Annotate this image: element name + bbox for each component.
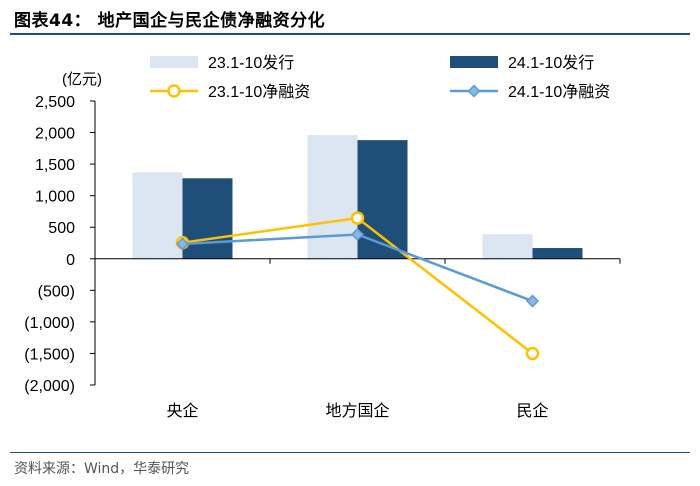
title-rule — [10, 33, 690, 35]
legend-marker-2 — [167, 84, 181, 98]
y-tick-label: 2,500 — [35, 94, 75, 111]
point-net-financing-2024-0 — [175, 237, 190, 251]
legend-marker-3 — [467, 84, 481, 98]
legend-swatch-0 — [150, 56, 198, 68]
y-tick-label: 1,000 — [35, 189, 75, 206]
legend-swatch-1 — [450, 56, 498, 68]
point-net-financing-2024-1 — [350, 227, 365, 242]
y-tick-label: 2,000 — [35, 126, 75, 143]
legend-label-2: 23.1-10净融资 — [208, 83, 310, 101]
x-category-label: 地方国企 — [325, 402, 389, 420]
legend-label-0: 23.1-10发行 — [208, 54, 294, 72]
y-tick-label: 500 — [48, 220, 75, 237]
bar-issuance-2023-2 — [482, 234, 533, 259]
legend-label-1: 24.1-10发行 — [508, 54, 594, 72]
figure-title: 图表44： 地产国企与民企债净融资分化 — [14, 11, 326, 31]
bar-issuance-2023-1 — [307, 135, 358, 259]
point-net-financing-2023-1 — [350, 211, 365, 225]
legend-label-3: 24.1-10净融资 — [508, 83, 610, 101]
y-tick-label: (500) — [38, 283, 75, 300]
y-tick-label: 1,500 — [35, 157, 75, 174]
source-rule — [10, 452, 690, 453]
bar-issuance-2023-0 — [132, 172, 183, 259]
source-note: 资料来源：Wind，华泰研究 — [14, 461, 190, 477]
y-tick-label: (1,000) — [24, 315, 75, 332]
bar-issuance-2024-0 — [182, 178, 233, 259]
bar-issuance-2024-2 — [532, 248, 583, 259]
y-tick-label: 0 — [66, 252, 75, 269]
x-category-label: 央企 — [166, 402, 198, 420]
x-category-label: 民企 — [516, 402, 548, 420]
bar-issuance-2024-1 — [357, 140, 408, 259]
y-tick-label: (2,000) — [24, 378, 75, 395]
y-tick-label: (1,500) — [24, 346, 75, 363]
point-net-financing-2024-2 — [525, 294, 540, 308]
point-net-financing-2023-2 — [525, 346, 540, 361]
y-axis-unit-label: (亿元) — [62, 71, 102, 88]
